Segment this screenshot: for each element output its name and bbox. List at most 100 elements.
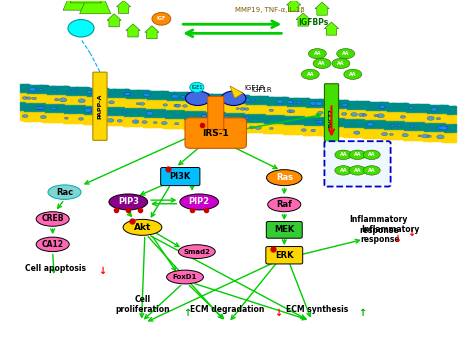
FancyArrow shape	[287, 0, 301, 12]
Text: ECM degradation: ECM degradation	[191, 305, 265, 314]
Ellipse shape	[68, 90, 72, 92]
Ellipse shape	[124, 92, 130, 96]
Polygon shape	[230, 86, 243, 98]
Ellipse shape	[363, 114, 367, 116]
Ellipse shape	[132, 120, 139, 123]
Ellipse shape	[122, 111, 126, 113]
Ellipse shape	[185, 91, 210, 106]
Text: PIP3: PIP3	[118, 197, 139, 206]
Ellipse shape	[219, 125, 223, 127]
FancyArrow shape	[117, 0, 131, 13]
Text: IGFBPs: IGFBPs	[299, 18, 328, 27]
FancyBboxPatch shape	[208, 96, 224, 130]
Ellipse shape	[166, 270, 203, 284]
Text: AA: AA	[342, 51, 349, 56]
Text: CA12: CA12	[42, 240, 64, 249]
Text: SVCT2: SVCT2	[329, 108, 334, 128]
Text: ECM synthesis: ECM synthesis	[286, 305, 348, 314]
Ellipse shape	[437, 135, 444, 139]
Ellipse shape	[337, 48, 355, 59]
Ellipse shape	[74, 90, 78, 92]
Text: AA: AA	[319, 61, 326, 66]
Ellipse shape	[59, 98, 67, 102]
Ellipse shape	[55, 98, 59, 101]
Ellipse shape	[38, 107, 43, 109]
Ellipse shape	[409, 107, 414, 110]
Text: IGF1R: IGF1R	[251, 87, 272, 93]
Ellipse shape	[143, 93, 150, 97]
Text: CREB: CREB	[41, 214, 64, 223]
Ellipse shape	[359, 113, 365, 116]
FancyArrow shape	[324, 22, 338, 35]
Ellipse shape	[379, 105, 385, 108]
Ellipse shape	[182, 104, 187, 107]
Ellipse shape	[134, 121, 138, 123]
Text: ↑: ↑	[183, 308, 191, 318]
Ellipse shape	[48, 185, 81, 199]
Text: Smad2: Smad2	[183, 249, 210, 255]
FancyBboxPatch shape	[266, 222, 302, 238]
Ellipse shape	[269, 109, 273, 112]
Ellipse shape	[36, 212, 69, 226]
Text: Cell
proliferation: Cell proliferation	[115, 295, 170, 314]
Text: AA: AA	[339, 152, 347, 157]
Ellipse shape	[341, 112, 347, 115]
Ellipse shape	[243, 117, 246, 119]
FancyBboxPatch shape	[93, 72, 107, 141]
Ellipse shape	[174, 122, 179, 125]
Text: Inflammatory
response: Inflammatory response	[350, 215, 408, 234]
Ellipse shape	[38, 106, 45, 110]
Ellipse shape	[153, 122, 157, 124]
Ellipse shape	[22, 115, 28, 118]
Ellipse shape	[266, 170, 302, 186]
Ellipse shape	[410, 125, 415, 128]
Ellipse shape	[289, 101, 294, 103]
Ellipse shape	[374, 114, 378, 117]
FancyBboxPatch shape	[266, 246, 303, 264]
Ellipse shape	[342, 103, 348, 107]
Ellipse shape	[233, 98, 239, 101]
Text: IGE1: IGE1	[191, 85, 202, 90]
Text: AA: AA	[354, 152, 361, 157]
Ellipse shape	[223, 115, 229, 119]
Ellipse shape	[174, 104, 179, 107]
Ellipse shape	[123, 219, 162, 235]
Ellipse shape	[200, 96, 205, 99]
Ellipse shape	[380, 105, 385, 108]
Ellipse shape	[189, 123, 194, 126]
Ellipse shape	[228, 98, 234, 101]
Ellipse shape	[172, 94, 179, 98]
Ellipse shape	[92, 100, 97, 103]
Ellipse shape	[99, 91, 103, 94]
Ellipse shape	[349, 150, 366, 159]
Ellipse shape	[240, 107, 245, 110]
Ellipse shape	[95, 109, 102, 113]
Ellipse shape	[221, 91, 246, 106]
Text: ↓: ↓	[393, 234, 401, 244]
Ellipse shape	[109, 101, 114, 104]
Text: Cell apoptosis: Cell apoptosis	[25, 264, 85, 273]
Text: Ras: Ras	[276, 173, 293, 182]
Ellipse shape	[427, 116, 434, 120]
Ellipse shape	[391, 124, 395, 127]
Ellipse shape	[140, 102, 145, 105]
Text: Inflammatory
response: Inflammatory response	[361, 225, 419, 244]
Ellipse shape	[327, 120, 334, 124]
Ellipse shape	[87, 91, 92, 94]
Ellipse shape	[136, 103, 140, 105]
Ellipse shape	[311, 129, 316, 132]
Ellipse shape	[163, 104, 167, 106]
FancyArrow shape	[126, 24, 140, 37]
Ellipse shape	[190, 82, 204, 92]
Text: IGF: IGF	[157, 16, 166, 21]
Ellipse shape	[92, 90, 100, 95]
Ellipse shape	[236, 126, 240, 128]
Ellipse shape	[40, 115, 46, 119]
Ellipse shape	[309, 48, 326, 59]
Ellipse shape	[68, 20, 94, 37]
Ellipse shape	[431, 108, 438, 111]
Ellipse shape	[297, 102, 301, 104]
FancyArrow shape	[107, 14, 121, 27]
Ellipse shape	[90, 109, 94, 112]
Ellipse shape	[401, 115, 406, 118]
